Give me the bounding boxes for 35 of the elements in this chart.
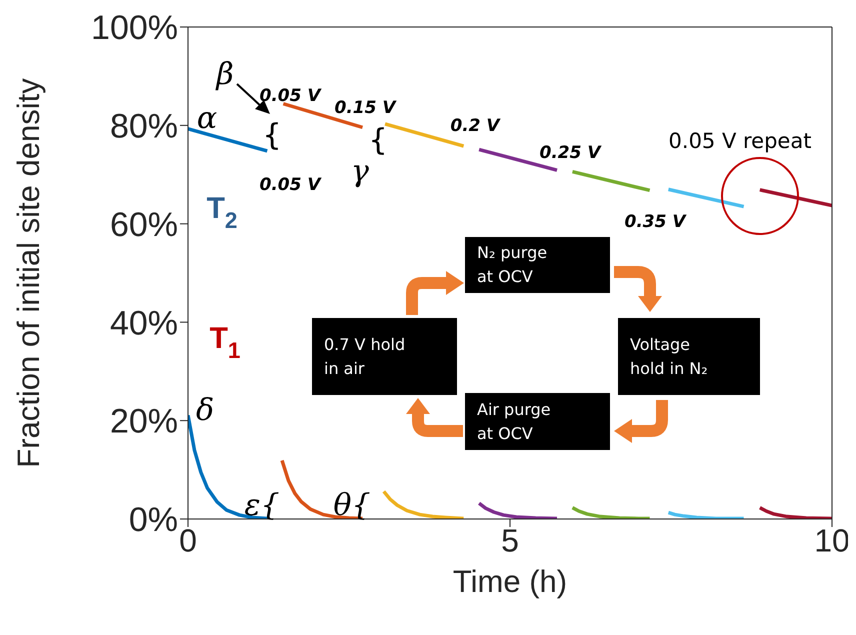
annotation: T$_{1}$ [210, 322, 240, 363]
annotation: 0.2 V [450, 116, 502, 136]
annotation: 0.15 V [334, 98, 398, 118]
x-tick-label: 0 [179, 522, 197, 559]
annotation: { [368, 122, 388, 158]
annotation: α [196, 100, 218, 136]
annotation: 0.05 V [259, 175, 322, 195]
annotation: γ [351, 154, 370, 188]
text-box: 0.7 V hold in air [312, 318, 457, 395]
line-series [477, 502, 559, 519]
annotation: 0.05 V [259, 86, 322, 106]
text-box: Voltage hold in N₂ [618, 318, 760, 395]
text-box: N₂ purge at OCV [465, 237, 610, 293]
line-series [758, 506, 832, 519]
line-series [382, 490, 466, 519]
annotation: 0.25 V [539, 143, 602, 163]
x-axis-title: Time (h) [452, 564, 568, 599]
annotation: 0.05 V repeat [668, 129, 812, 153]
y-tick-label: 100% [91, 9, 178, 48]
y-tick-label: 20% [110, 402, 178, 441]
y-tick-label: 40% [110, 304, 178, 342]
y-tick-label: 0% [128, 501, 178, 540]
y-tick-label: 60% [110, 206, 178, 244]
annotation: θ{ [333, 488, 371, 522]
y-tick-label: 80% [110, 107, 178, 146]
annotation: T$_{2}$ [206, 192, 238, 233]
annotation: { [262, 118, 282, 152]
annotation: β [215, 56, 234, 92]
x-tick-label: 5 [501, 522, 519, 559]
text-box: Air purge at OCV [465, 393, 610, 450]
line-series [570, 506, 652, 519]
annotation: 0.35 V [624, 212, 688, 232]
y-axis-title: Fraction of initial site density [11, 78, 46, 468]
annotation: ε{ [244, 488, 280, 522]
annotation: δ [196, 392, 214, 428]
